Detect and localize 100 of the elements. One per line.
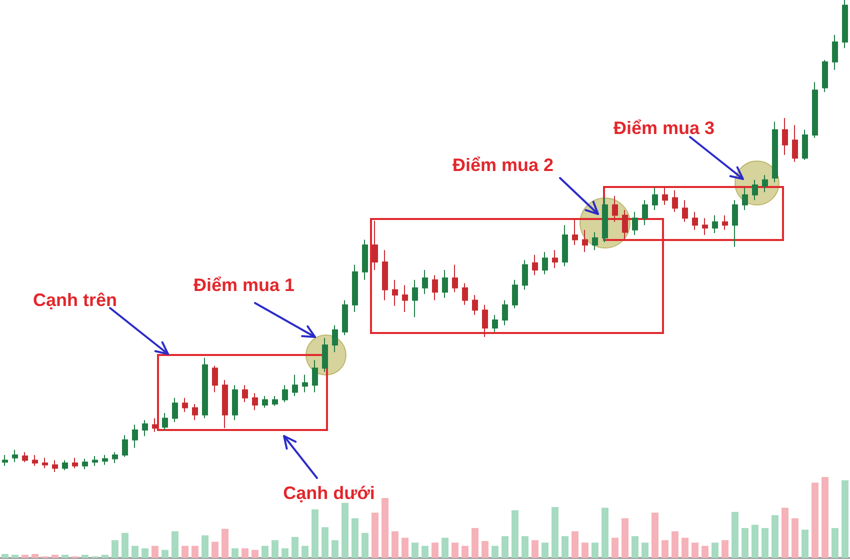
candlestick (332, 324, 338, 353)
candlestick (762, 174, 768, 193)
bar (492, 546, 498, 558)
candlestick (532, 254, 538, 276)
candlestick (632, 211, 638, 236)
candlestick (252, 392, 258, 411)
bar (762, 528, 768, 558)
candlestick (502, 300, 508, 326)
candlestick (772, 121, 778, 183)
candlestick (192, 404, 198, 421)
candlestick (272, 396, 278, 406)
candlestick (292, 374, 298, 397)
candlestick (182, 397, 188, 413)
candlestick (722, 214, 728, 230)
candlestick (572, 219, 578, 246)
candlestick (802, 129, 808, 161)
bar (722, 540, 728, 558)
candlestick (842, 0, 848, 49)
bar (172, 531, 178, 558)
candlestick (672, 190, 678, 212)
bar (192, 546, 198, 558)
bar (132, 546, 138, 558)
bar (62, 554, 68, 558)
candlestick (52, 460, 58, 472)
bar (432, 542, 438, 558)
bar (502, 536, 508, 558)
bar (832, 528, 838, 558)
candlestick (582, 229, 588, 253)
bar (222, 528, 228, 558)
candlestick (732, 200, 738, 248)
bar (812, 482, 818, 558)
candlestick (752, 179, 758, 201)
candlestick (562, 224, 568, 267)
candlestick (212, 365, 218, 393)
bar (602, 508, 608, 558)
candlestick (472, 294, 478, 316)
candlestick (622, 210, 628, 240)
candlestick (822, 59, 828, 93)
candlestick (542, 252, 548, 275)
bar (612, 538, 618, 558)
candlestick (112, 452, 118, 464)
bar (572, 531, 578, 558)
candlestick (812, 82, 818, 138)
candlestick (82, 458, 88, 470)
annotation: Điểm mua 1 (193, 275, 295, 295)
bar (252, 550, 258, 558)
bar (452, 542, 458, 558)
candlestick (742, 187, 748, 211)
bar (412, 542, 418, 558)
candlestick (42, 457, 48, 469)
candlestick (682, 200, 688, 222)
bar (662, 540, 668, 558)
candlestick (462, 282, 468, 306)
bar (522, 536, 528, 558)
bar (792, 518, 798, 558)
bar (242, 548, 248, 558)
candlestick (372, 220, 378, 270)
bar (102, 554, 108, 558)
bar (642, 542, 648, 558)
candlestick (32, 454, 38, 466)
candlestick (132, 424, 138, 448)
candlestick (412, 279, 418, 318)
candlestick (102, 454, 108, 466)
candlestick (222, 379, 228, 429)
bar (302, 546, 308, 558)
bar (272, 540, 278, 558)
candlestick (162, 412, 168, 430)
candlestick (312, 360, 318, 393)
bar (342, 502, 348, 558)
bar (82, 554, 88, 558)
bar (382, 498, 388, 558)
bar (582, 542, 588, 558)
bar (352, 518, 358, 558)
bar (562, 536, 568, 558)
annotation: Cạnh dưới (283, 483, 375, 503)
candlestick (652, 187, 658, 211)
candlestick (172, 397, 178, 422)
candlestick (242, 384, 248, 403)
bar (552, 506, 558, 558)
bar (622, 518, 628, 558)
candlestick (142, 420, 148, 437)
candlestick (422, 269, 428, 295)
bar (292, 536, 298, 558)
candlestick (72, 457, 78, 469)
bar (752, 524, 758, 558)
candlestick (322, 337, 328, 372)
candlestick (302, 374, 308, 393)
bar (152, 546, 158, 558)
bar (532, 540, 538, 558)
candlestick (432, 274, 438, 301)
bar (212, 542, 218, 558)
bar (472, 528, 478, 558)
bar (592, 542, 598, 558)
candlestick (92, 455, 98, 466)
bar (782, 508, 788, 558)
bar (32, 554, 38, 558)
candlestick (262, 396, 268, 408)
candlestick (282, 384, 288, 403)
candlestick (662, 187, 668, 206)
candlestick (232, 384, 238, 421)
